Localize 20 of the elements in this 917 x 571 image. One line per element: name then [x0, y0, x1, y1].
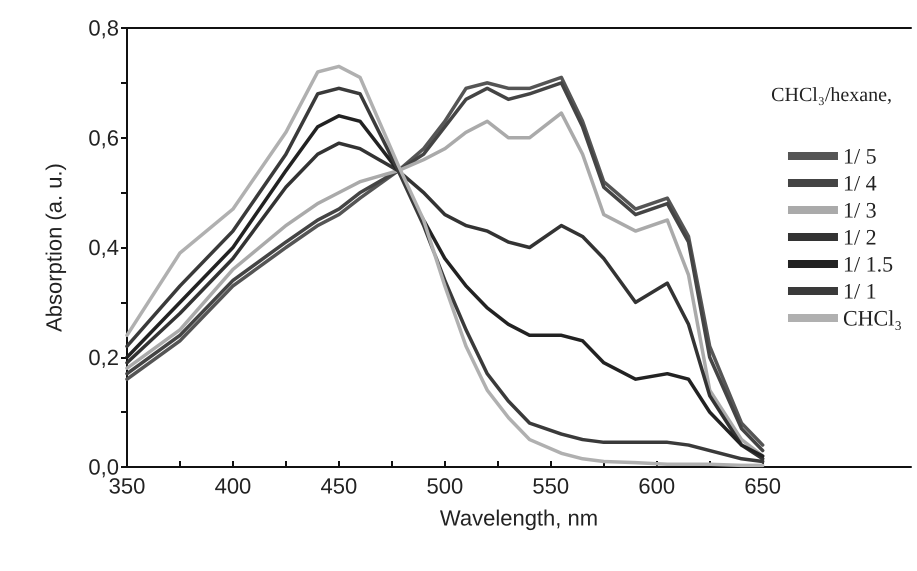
legend-label: 1/ 3 — [842, 198, 877, 222]
legend-title: CHCl₃/hexane, — [771, 84, 892, 106]
y-tick-label: 0,6 — [88, 125, 119, 150]
y-tick-label: 0,4 — [88, 235, 119, 260]
x-tick-label: 650 — [744, 474, 782, 498]
x-tick-label: 400 — [214, 474, 252, 498]
legend-label: 1/ 1 — [842, 278, 877, 304]
y-tick-label: 0,2 — [88, 344, 119, 370]
x-tick-label: 600 — [638, 474, 676, 498]
legend-label: 1/ 1.5 — [842, 252, 894, 276]
legend-label: 1/ 4 — [842, 170, 877, 196]
x-tick-label: 500 — [426, 474, 464, 498]
x-tick-label: 450 — [320, 474, 358, 498]
legend-label: CHCl₃ — [842, 306, 902, 330]
legend-label: 1/ 5 — [842, 144, 877, 168]
x-tick-label: 550 — [532, 474, 570, 498]
x-axis-title: Wavelength, nm — [440, 506, 598, 530]
y-axis-title: Absorption (a. u.) — [42, 163, 66, 332]
y-tick-label: 0,8 — [88, 16, 119, 40]
legend-label: 1/ 2 — [842, 224, 877, 250]
